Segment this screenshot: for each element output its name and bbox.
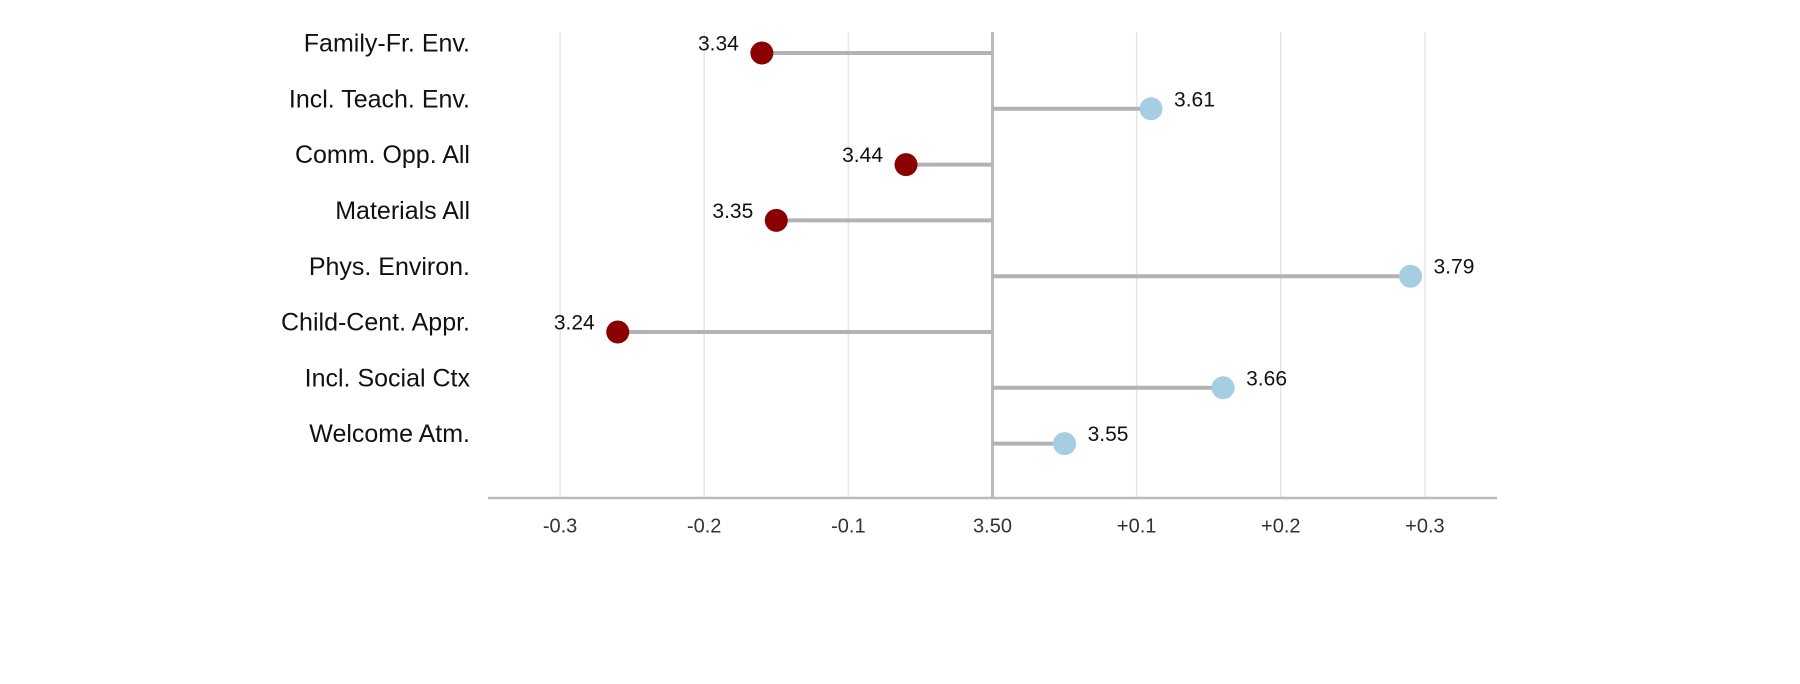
- category-label: Phys. Environ.: [309, 253, 470, 281]
- dot: [1139, 97, 1163, 121]
- category-label: Family-Fr. Env.: [304, 30, 470, 58]
- x-tick-label: +0.2: [1261, 515, 1300, 537]
- dot: [764, 208, 788, 232]
- category-label: Welcome Atm.: [309, 420, 470, 448]
- value-label: 3.35: [712, 200, 753, 223]
- dot: [1399, 264, 1423, 288]
- value-label: 3.61: [1174, 88, 1215, 111]
- dot: [606, 320, 630, 344]
- category-label: Comm. Opp. All: [295, 141, 470, 169]
- category-label: Incl. Social Ctx: [305, 364, 471, 392]
- x-tick-label: -0.2: [687, 515, 721, 537]
- category-label: Incl. Teach. Env.: [289, 85, 470, 113]
- value-label: 3.44: [842, 144, 883, 167]
- x-tick-label: 3.50: [973, 515, 1012, 537]
- dot: [750, 41, 774, 65]
- category-label: Child-Cent. Appr.: [281, 309, 470, 337]
- x-tick-label: +0.3: [1405, 515, 1444, 537]
- category-label: Materials All: [335, 197, 470, 225]
- value-label: 3.24: [554, 312, 595, 335]
- x-tick-label: -0.1: [831, 515, 865, 537]
- dot: [1211, 376, 1235, 400]
- value-label: 3.34: [698, 33, 739, 56]
- dot: [894, 153, 918, 177]
- x-tick-label: -0.3: [543, 515, 577, 537]
- value-label: 3.66: [1246, 367, 1287, 390]
- value-label: 3.79: [1434, 256, 1475, 279]
- dot: [1053, 432, 1077, 456]
- value-label: 3.55: [1088, 423, 1129, 446]
- x-tick-label: +0.1: [1117, 515, 1156, 537]
